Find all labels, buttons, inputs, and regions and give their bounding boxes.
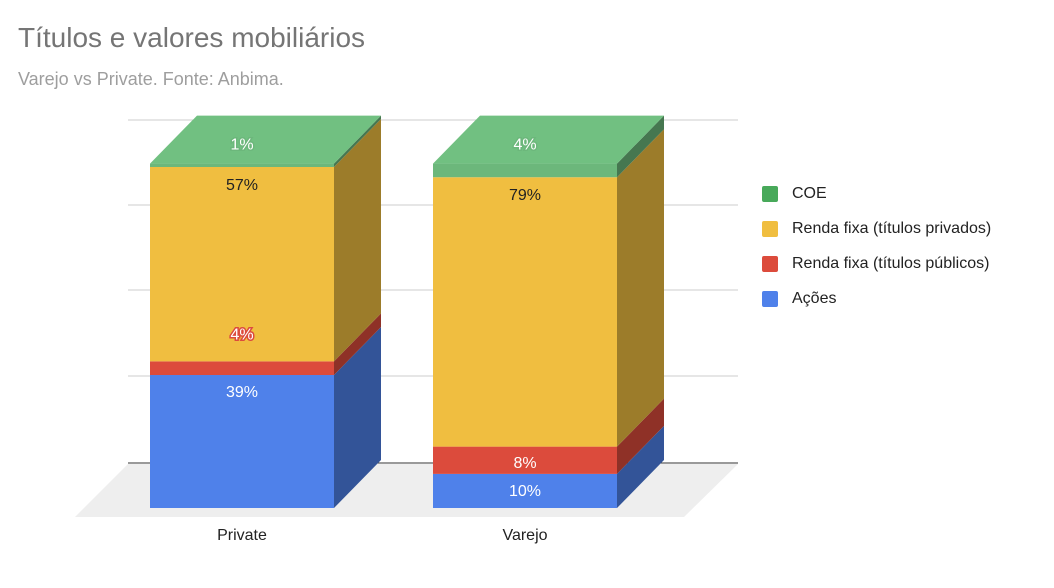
legend-item-acoes[interactable]: Ações	[762, 281, 991, 316]
bar-segment	[150, 375, 334, 508]
legend-label: Renda fixa (títulos públicos)	[792, 254, 990, 272]
legend-swatch	[762, 185, 778, 202]
data-label: 10%	[509, 483, 541, 500]
legend-label: COE	[792, 184, 827, 202]
data-label: 4%	[513, 137, 536, 154]
bar-segment-side	[334, 313, 381, 376]
data-label: 79%	[509, 187, 541, 204]
chart-subtitle: Varejo vs Private. Fonte: Anbima.	[18, 69, 284, 89]
bar-segment-side	[617, 425, 664, 508]
data-label: 57%	[226, 177, 258, 194]
bar-segment	[433, 473, 617, 508]
data-label: 8%	[513, 455, 536, 472]
bar-segment-side	[334, 119, 381, 362]
bar-segment-side	[617, 129, 664, 447]
x-tick-label: Private	[217, 527, 267, 544]
bar-segment	[150, 361, 334, 376]
legend-swatch	[762, 255, 778, 272]
bar-segment-side	[334, 327, 381, 508]
legend-label: Renda fixa (títulos privados)	[792, 219, 992, 237]
bar-segment-side	[617, 398, 664, 474]
bar-segment	[150, 163, 334, 167]
chart-title: Títulos e valores mobiliários	[18, 22, 366, 53]
legend-swatch	[762, 220, 778, 237]
data-label: 1%	[230, 137, 253, 154]
data-label: 39%	[226, 384, 258, 401]
x-tick-label: Varejo	[502, 527, 547, 544]
legend-item-renda-fixa-publicos[interactable]: Renda fixa (títulos públicos)	[762, 246, 991, 281]
bar-segment	[433, 163, 617, 178]
legend-item-renda-fixa-privados[interactable]: Renda fixa (títulos privados)	[762, 211, 991, 246]
legend-item-coe[interactable]: COE	[762, 176, 991, 211]
chart-legend: COE Renda fixa (títulos privados) Renda …	[762, 176, 991, 316]
bar-top-face	[433, 115, 664, 164]
legend-swatch	[762, 290, 778, 307]
bar-top-face	[150, 115, 381, 164]
legend-label: Ações	[792, 289, 837, 307]
data-label: 4%	[230, 326, 253, 343]
bar-segment	[433, 177, 617, 447]
bar-segment	[433, 446, 617, 474]
bar-segment-side	[617, 115, 664, 178]
bar-segment	[150, 167, 334, 362]
bar-segment-side	[334, 115, 381, 167]
